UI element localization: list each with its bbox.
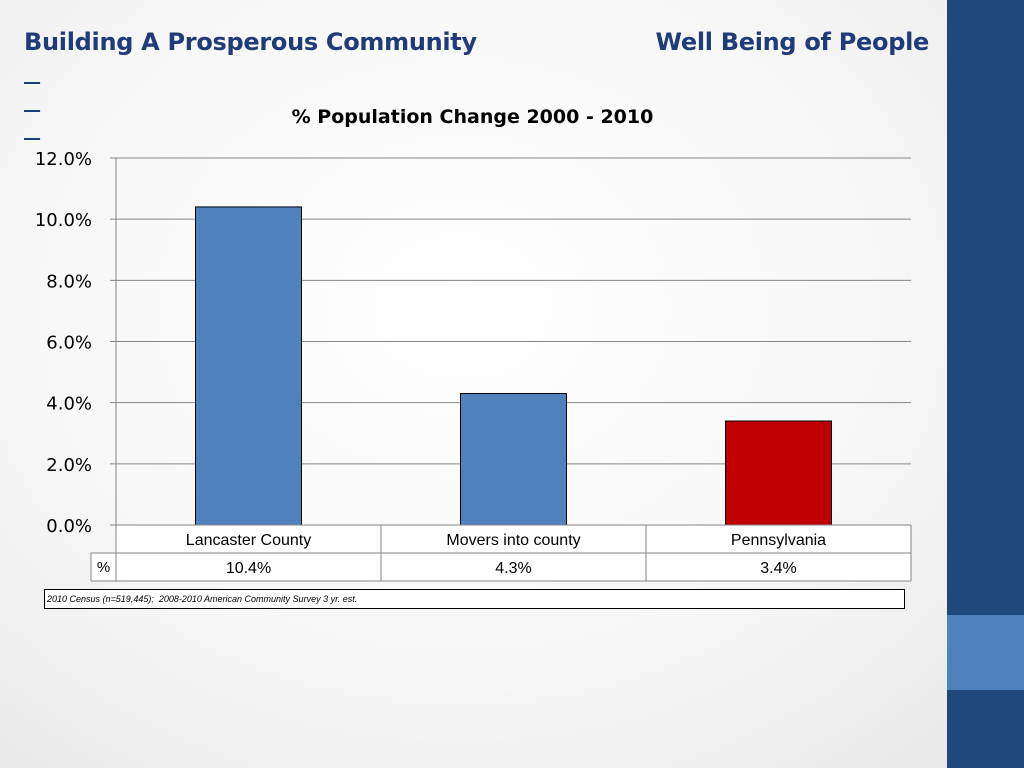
bar (195, 206, 302, 526)
y-tick-label: 6.0% (46, 333, 92, 354)
slide-title: Building A Prosperous Community Well Bei… (24, 28, 929, 68)
source-note: 2010 Census (n=519,445); 2008-2010 Ameri… (44, 589, 905, 609)
bar (460, 392, 567, 526)
y-tick-label: 0.0% (46, 516, 92, 537)
slide-title-right: Well Being of People (655, 28, 930, 56)
category-label: Lancaster County (186, 532, 311, 549)
data-label: 3.4% (760, 560, 796, 577)
category-label: Pennsylvania (731, 532, 826, 549)
y-tick-label: 2.0% (46, 455, 92, 476)
data-label: 4.3% (495, 560, 531, 577)
category-label: Movers into county (446, 532, 580, 549)
data-table-legend-cell (91, 553, 116, 581)
series-label: % (97, 559, 110, 576)
chart-title: % Population Change 2000 - 2010 (291, 106, 654, 128)
y-tick-label: 8.0% (46, 271, 92, 292)
data-label: 10.4% (226, 560, 271, 577)
y-tick-label: 12.0% (35, 149, 92, 170)
y-tick-label: 10.0% (35, 210, 92, 231)
side-decoration-accent (947, 615, 1024, 690)
slide-title-left: Building A Prosperous Community (24, 28, 477, 56)
bar-chart: 0.0% 2.0% 4.0% 6.0% 8.0% 10.0% 12.0% Lancaster … (35, 149, 912, 582)
y-tick-label: 4.0% (46, 394, 92, 415)
bar (725, 420, 832, 526)
